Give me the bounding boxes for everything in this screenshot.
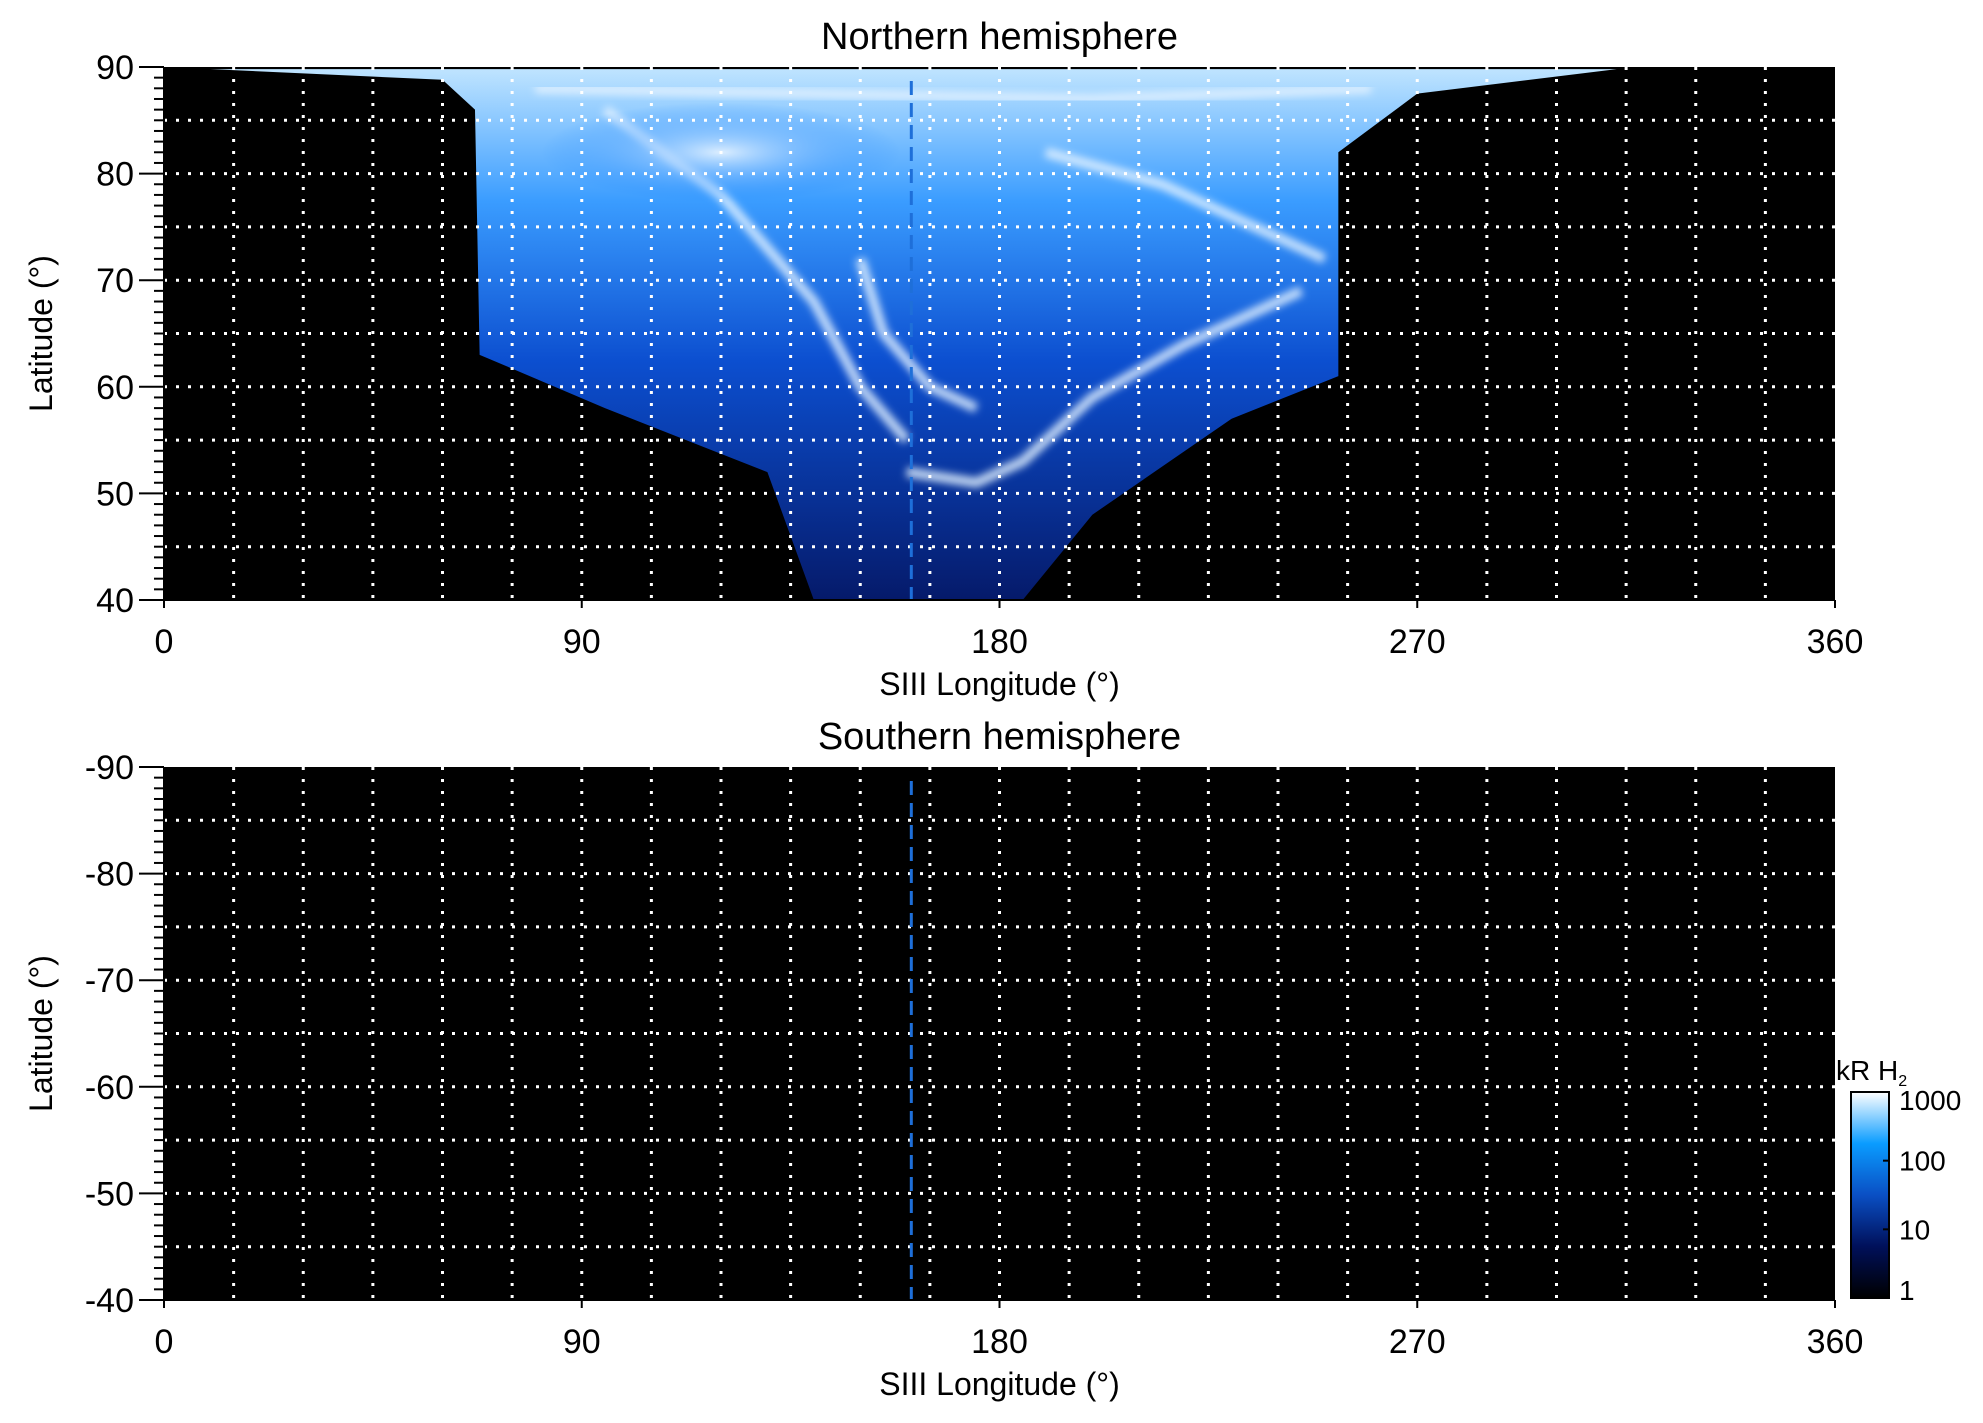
y-tick-label: -60 [85, 1069, 134, 1107]
auroral-arc [905, 286, 1304, 488]
y-tick-label: -70 [85, 962, 134, 1000]
colorbar: kR H2 1 10 100 1000 [1836, 1055, 1961, 1306]
chart-title: Southern hemisphere [818, 716, 1181, 758]
y-axis-label: Latitude (°) [23, 255, 59, 412]
y-tick-label: -50 [85, 1175, 134, 1213]
y-tick-label: 80 [96, 156, 134, 194]
x-tick-label: 180 [971, 1323, 1028, 1361]
y-tick-label: -40 [85, 1282, 134, 1320]
colorbar-tick-label: 100 [1899, 1146, 1946, 1177]
southern-hemisphere-panel: Southern hemisphere -40 -50 -60 -70 -80 -90 0 9… [23, 716, 1863, 1402]
x-tick-label: 270 [1389, 1323, 1446, 1361]
y-tick-label: 90 [96, 49, 134, 87]
emission-region [210, 69, 1617, 600]
x-tick-label: 360 [1807, 623, 1864, 661]
y-tick-label: 60 [96, 369, 134, 407]
auroral-arc [855, 257, 979, 413]
auroral-arc [1044, 147, 1327, 264]
northern-hemisphere-panel: Northern hemisphere 40 50 60 70 80 90 0 90 180 27… [23, 16, 1863, 702]
chart-title: Northern hemisphere [821, 16, 1178, 58]
y-tick-label: -90 [85, 749, 134, 787]
x-tick-label: 90 [563, 623, 601, 661]
y-tick-label: 70 [96, 262, 134, 300]
colorbar-label: kR H2 [1836, 1055, 1907, 1090]
y-tick-label: -80 [85, 856, 134, 894]
colorbar-tick-label: 1000 [1899, 1085, 1961, 1116]
x-tick-label: 360 [1807, 1323, 1864, 1361]
auroral-arc [535, 83, 1372, 104]
x-axis-label: SIII Longitude (°) [879, 1366, 1119, 1402]
x-tick-label: 0 [155, 623, 174, 661]
y-tick-label: 50 [96, 475, 134, 513]
x-axis-label: SIII Longitude (°) [879, 666, 1119, 702]
x-tick-label: 270 [1389, 623, 1446, 661]
colorbar-gradient [1850, 1091, 1890, 1299]
colorbar-tick-label: 1 [1899, 1275, 1915, 1306]
x-tick-label: 0 [155, 1323, 174, 1361]
x-tick-label: 90 [563, 1323, 601, 1361]
colorbar-tick-label: 10 [1899, 1214, 1930, 1245]
x-tick-label: 180 [971, 623, 1028, 661]
y-tick-label: 40 [96, 582, 134, 620]
y-axis-label: Latitude (°) [23, 955, 59, 1112]
